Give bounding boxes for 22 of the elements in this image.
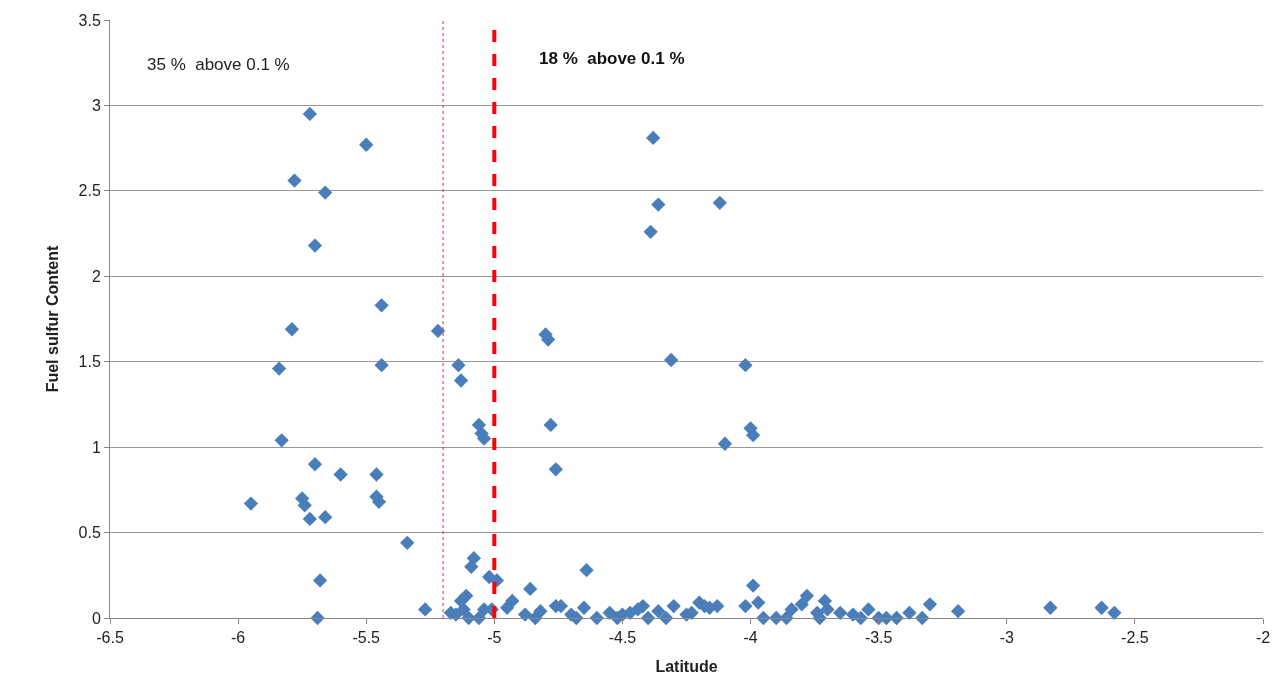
x-tick-label: -4.5 <box>608 629 637 647</box>
y-tick-label: 0.5 <box>78 524 101 542</box>
x-tick-label: -5.5 <box>352 629 381 647</box>
x-tick-label: -3 <box>999 629 1014 647</box>
x-tick-label: -6.5 <box>96 629 124 647</box>
x-axis-title: Latitude <box>655 657 718 675</box>
x-tick-label: -4 <box>743 629 758 647</box>
y-tick-label: 1 <box>91 438 101 456</box>
x-tick-label: -5 <box>487 629 502 647</box>
x-tick-label: -2 <box>1255 629 1271 647</box>
x-tick-label: -2.5 <box>1121 629 1149 647</box>
y-tick-label: 0 <box>91 609 101 627</box>
x-tick-label: -3.5 <box>864 629 893 647</box>
y-tick-label: 1.5 <box>78 353 101 371</box>
x-tick-label: -6 <box>230 629 246 647</box>
annotation: 35 % above 0.1 % <box>147 55 290 74</box>
y-tick-label: 2.5 <box>78 182 101 200</box>
y-tick-label: 2 <box>91 267 101 285</box>
annotation: 18 % above 0.1 % <box>539 49 685 68</box>
y-tick-label: 3 <box>91 97 101 115</box>
y-axis-title: Fuel sulfur Content <box>44 245 62 393</box>
y-tick-label: 3.5 <box>78 11 101 29</box>
